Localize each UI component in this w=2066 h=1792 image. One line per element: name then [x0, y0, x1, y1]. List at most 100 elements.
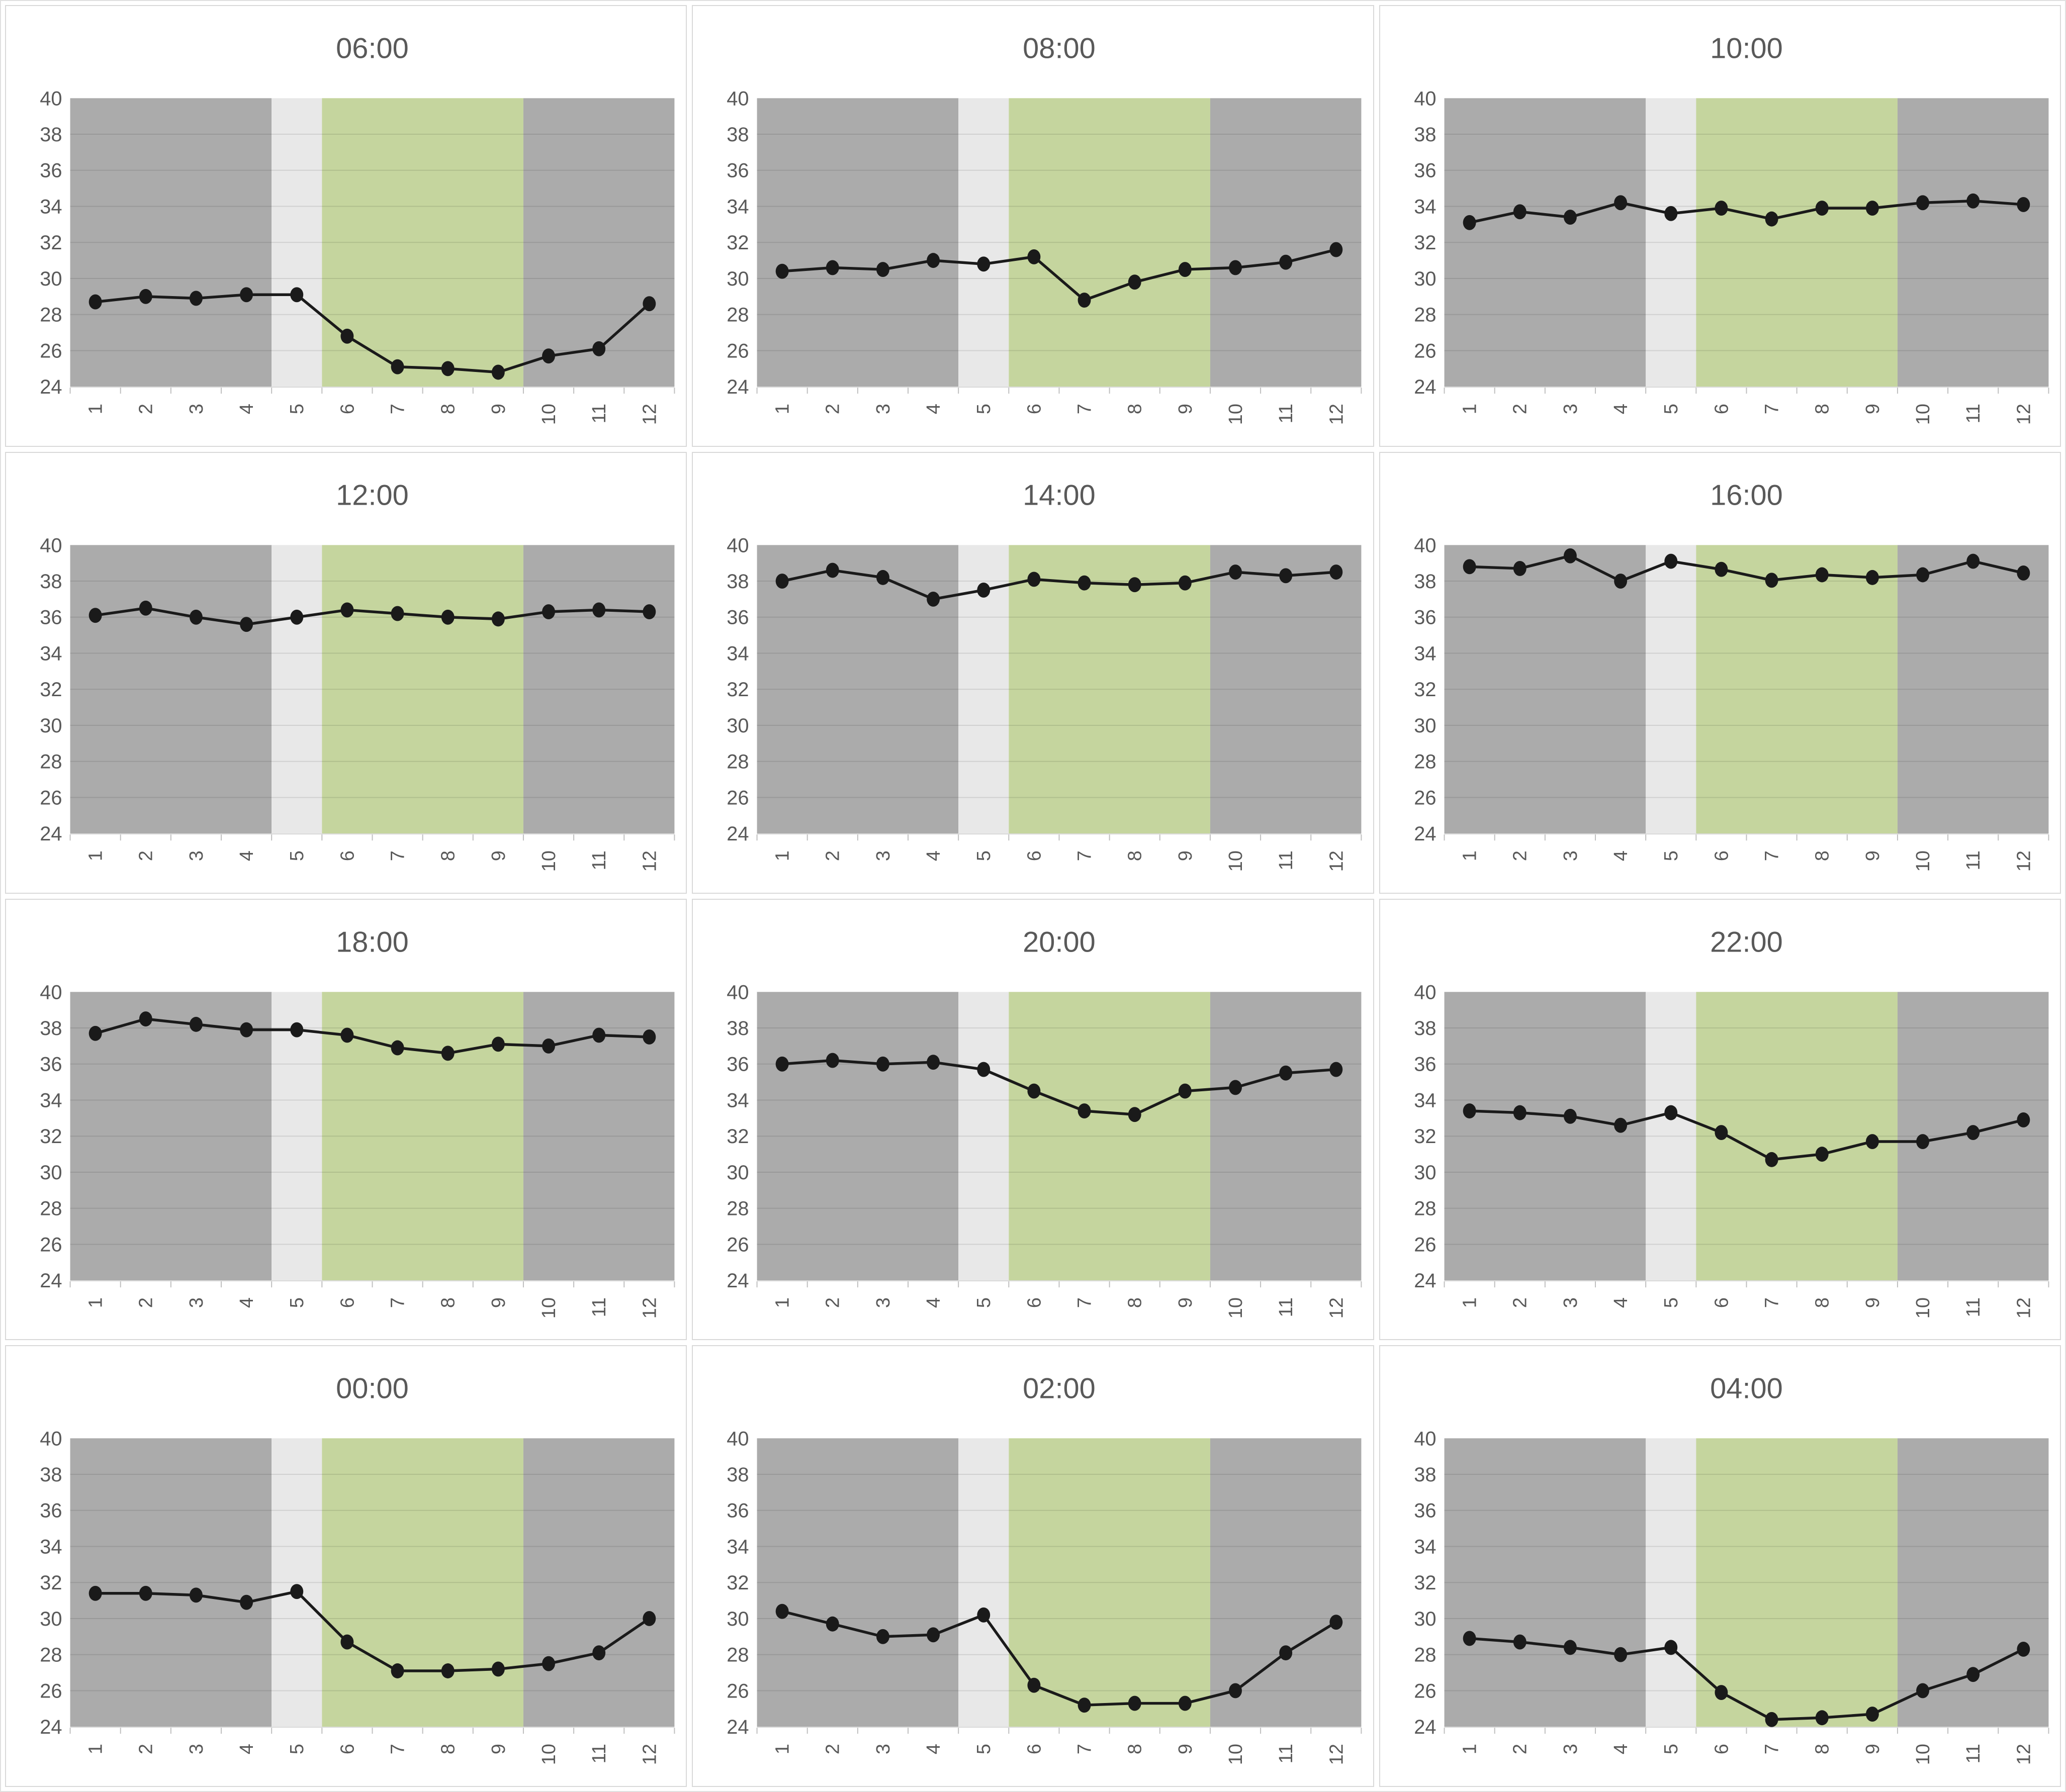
chart-title: 20:00: [1023, 926, 1096, 958]
x-tick-label: 11: [589, 1297, 610, 1317]
y-tick-label: 36: [727, 606, 749, 628]
band-green: [1009, 545, 1211, 833]
y-tick-label: 26: [40, 787, 62, 809]
y-tick-label: 38: [40, 571, 62, 593]
band-gray-left: [70, 991, 272, 1280]
band-gray-right: [523, 98, 675, 387]
x-tick-label: 8: [438, 404, 459, 414]
y-tick-label: 30: [1414, 1161, 1436, 1183]
x-tick-label: 6: [1711, 1744, 1732, 1754]
data-point: [876, 262, 890, 277]
data-point: [1128, 577, 1141, 592]
x-tick-label: 8: [1812, 1744, 1833, 1754]
data-point: [290, 1022, 304, 1038]
data-point: [542, 1656, 555, 1671]
band-green: [322, 991, 523, 1280]
data-point: [1229, 564, 1242, 580]
data-point: [1765, 1712, 1778, 1728]
x-tick-label: 3: [1560, 404, 1581, 414]
band-gray-right: [523, 545, 675, 833]
y-tick-label: 24: [1414, 1270, 1436, 1292]
data-point: [1077, 1697, 1091, 1713]
y-tick-label: 28: [1414, 1644, 1436, 1666]
data-point: [1664, 553, 1677, 569]
data-point: [1128, 274, 1141, 290]
y-tick-label: 26: [40, 340, 62, 362]
y-tick-label: 34: [727, 642, 749, 665]
chart-title: 14:00: [1023, 479, 1096, 511]
chart-cell: 10:00 24 26 28 30 32 34 36 38 40 1 2 3 4 5 6 7 8 9 10 11 12: [1379, 5, 2061, 447]
y-tick-label: 38: [727, 571, 749, 593]
data-point: [643, 1611, 656, 1627]
data-point: [1179, 262, 1192, 277]
band-light: [1645, 1438, 1696, 1727]
band-green: [322, 1438, 523, 1727]
data-point: [88, 1586, 102, 1601]
band-light: [958, 991, 1009, 1280]
y-tick-label: 34: [40, 1536, 62, 1558]
band-gray-right: [1897, 98, 2049, 387]
x-tick-label: 6: [1711, 404, 1732, 414]
y-tick-label: 36: [40, 1500, 62, 1522]
y-tick-label: 34: [40, 642, 62, 665]
data-point: [88, 294, 102, 310]
x-tick-label: 1: [85, 1744, 107, 1754]
x-tick-label: 1: [1459, 404, 1480, 414]
y-tick-label: 30: [40, 268, 62, 290]
x-tick-label: 2: [136, 1744, 157, 1754]
y-tick-label: 30: [1414, 268, 1436, 290]
x-tick-label: 6: [1024, 851, 1045, 861]
band-gray-left: [1444, 991, 1646, 1280]
band-gray-left: [1444, 1438, 1646, 1727]
x-tick-label: 3: [186, 1297, 207, 1308]
x-tick-label: 6: [337, 404, 358, 414]
x-tick-label: 10: [1913, 404, 1934, 425]
data-point: [1865, 201, 1879, 216]
data-point: [1027, 1677, 1041, 1693]
y-tick-label: 38: [727, 1464, 749, 1486]
x-tick-label: 3: [873, 404, 894, 414]
data-line: [781, 248, 1338, 302]
data-point: [1027, 572, 1041, 587]
x-tick-label: 4: [923, 851, 944, 861]
x-tick-label: 3: [186, 404, 207, 414]
data-point: [1513, 560, 1526, 576]
band-gray-right: [1210, 545, 1362, 833]
y-tick-label: 38: [1414, 1017, 1436, 1040]
y-tick-label: 36: [1414, 606, 1436, 628]
x-tick-label: 8: [1812, 1297, 1833, 1308]
data-point: [876, 1056, 890, 1072]
y-tick-label: 24: [727, 376, 749, 398]
band-light: [1645, 545, 1696, 833]
x-tick-label: 6: [1711, 851, 1732, 861]
x-tick-label: 7: [1074, 1297, 1096, 1308]
x-tick-label: 8: [1125, 851, 1146, 861]
x-tick-label: 7: [1074, 851, 1096, 861]
y-tick-label: 28: [40, 1197, 62, 1219]
band-light: [272, 98, 322, 387]
chart-cell: 22:00 24 26 28 30 32 34 36 38 40 1 2 3 4 5 6 7 8 9 10 11 12: [1379, 898, 2061, 1341]
x-tick-label: 1: [85, 851, 107, 861]
y-tick-label: 34: [1414, 1536, 1436, 1558]
x-tick-label: 5: [1661, 1297, 1682, 1308]
data-point: [441, 609, 455, 625]
y-tick-label: 28: [40, 750, 62, 773]
data-point: [1765, 1152, 1778, 1167]
data-point: [1765, 573, 1778, 588]
data-point: [876, 570, 890, 585]
data-point: [1279, 568, 1293, 583]
x-tick-label: 9: [1175, 404, 1196, 414]
x-tick-label: 12: [2013, 1744, 2034, 1765]
y-tick-label: 24: [40, 1716, 62, 1738]
data-point: [1229, 1079, 1242, 1095]
data-point: [643, 1029, 656, 1045]
y-tick-label: 32: [727, 1572, 749, 1594]
y-tick-label: 32: [1414, 1125, 1436, 1148]
y-tick-label: 30: [1414, 715, 1436, 737]
y-tick-label: 28: [727, 750, 749, 773]
